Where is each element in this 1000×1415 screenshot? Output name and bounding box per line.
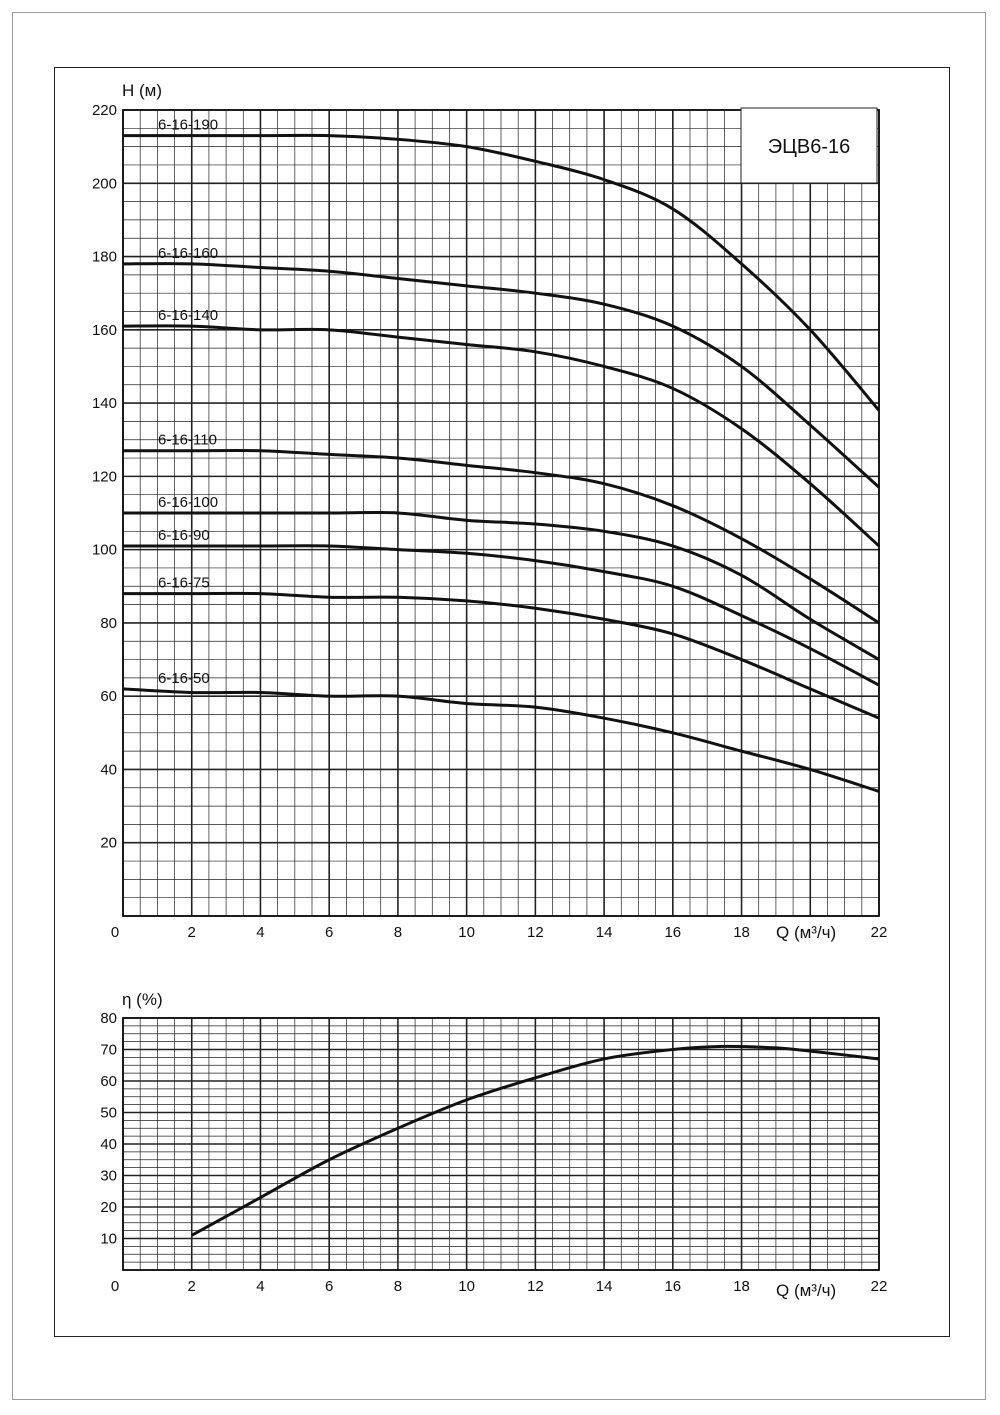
head-series-line — [122, 687, 880, 793]
head-y-tick-label: 220 — [92, 102, 117, 119]
efficiency-y-tick-label: 50 — [100, 1105, 117, 1122]
head-x-tick-label: 2 — [188, 924, 196, 941]
curve-label: 6-16-90 — [158, 527, 210, 544]
curve-label: 6-16-50 — [158, 670, 210, 687]
head-curves — [122, 133, 881, 793]
head-series-line — [123, 591, 880, 720]
head-y-tick-label: 200 — [92, 175, 117, 192]
efficiency-series-line — [191, 1044, 880, 1237]
head-y-tick-label: 20 — [100, 835, 117, 852]
curve-label: 6-16-100 — [158, 494, 218, 511]
efficiency-x-tick-label: 0 — [111, 1278, 119, 1295]
efficiency-y-tick-label: 60 — [100, 1073, 117, 1090]
head-y-tick-label: 180 — [92, 249, 117, 266]
head-x-tick-label: 16 — [664, 924, 681, 941]
head-series-line — [122, 448, 880, 625]
efficiency-y-tick-label: 80 — [100, 1010, 117, 1027]
head-x-tick-label: 10 — [458, 924, 475, 941]
efficiency-curve — [191, 1044, 880, 1237]
efficiency-x-tick-label: 2 — [188, 1278, 196, 1295]
curve-label: 6-16-110 — [158, 432, 217, 449]
head-x-ticks: 0 2 4 6 8 10 12 14 16 18 22 — [111, 924, 888, 941]
head-x-axis-title: Q (м³/ч) — [776, 923, 836, 942]
efficiency-chart: 10 20 30 40 50 60 70 80 0 2 4 6 8 10 12 14 16 18 22 η (%)… — [100, 990, 887, 1300]
page-border — [12, 12, 986, 1400]
efficiency-y-tick-label: 70 — [100, 1042, 117, 1059]
efficiency-x-tick-label: 12 — [527, 1278, 544, 1295]
efficiency-y-tick-label: 10 — [100, 1231, 117, 1248]
head-y-tick-label: 60 — [100, 688, 117, 705]
head-series-line — [122, 324, 881, 548]
efficiency-plot-border — [122, 1017, 880, 1271]
efficiency-x-tick-label: 4 — [256, 1278, 264, 1295]
head-y-tick-label: 160 — [92, 322, 117, 339]
efficiency-y-tick-label: 40 — [100, 1136, 117, 1153]
head-series-line — [123, 133, 881, 412]
head-y-tick-label: 40 — [100, 761, 117, 778]
chart-frame — [54, 67, 950, 1337]
head-y-ticks: 20 40 60 80 100 120 140 160 180 200 220 — [92, 102, 117, 852]
efficiency-x-tick-label: 14 — [596, 1278, 613, 1295]
curve-label: 6-16-190 — [158, 117, 218, 134]
efficiency-x-tick-label: 18 — [733, 1278, 750, 1295]
head-x-tick-label: 4 — [256, 924, 264, 941]
head-curve-labels: 6-16-190 6-16-160 6-16-140 6-16-110 6-16-100… — [158, 117, 218, 687]
head-x-tick-label: 12 — [527, 924, 544, 941]
head-y-tick-label: 120 — [92, 468, 117, 485]
head-x-tick-label: 14 — [596, 924, 613, 941]
head-y-tick-label: 140 — [92, 395, 117, 412]
head-x-tick-label: 8 — [394, 924, 402, 941]
head-x-tick-label: 0 — [111, 924, 119, 941]
efficiency-x-tick-label: 10 — [458, 1278, 475, 1295]
efficiency-x-axis-title: Q (м³/ч) — [776, 1281, 836, 1300]
head-y-tick-label: 80 — [100, 615, 117, 632]
efficiency-x-ticks: 0 2 4 6 8 10 12 14 16 18 22 — [111, 1278, 888, 1295]
efficiency-y-tick-label: 20 — [100, 1199, 117, 1216]
curve-label: 6-16-75 — [158, 575, 210, 592]
efficiency-x-tick-label: 6 — [325, 1278, 333, 1295]
head-y-axis-title: H (м) — [122, 81, 162, 100]
efficiency-y-ticks: 10 20 30 40 50 60 70 80 — [100, 1010, 117, 1248]
head-series-line — [123, 510, 880, 661]
efficiency-x-tick-label: 22 — [871, 1278, 888, 1295]
efficiency-y-tick-label: 30 — [100, 1168, 117, 1185]
efficiency-x-tick-label: 8 — [394, 1278, 402, 1295]
model-title: ЭЦВ6-16 — [768, 136, 851, 158]
curve-label: 6-16-140 — [158, 307, 218, 324]
efficiency-grid — [122, 1017, 880, 1271]
head-chart: 6-16-190 6-16-160 6-16-140 6-16-110 6-16-100… — [92, 81, 887, 942]
model-title-box — [740, 107, 878, 184]
head-series-line — [122, 262, 881, 489]
head-x-tick-label: 6 — [325, 924, 333, 941]
head-y-tick-label: 100 — [92, 542, 117, 559]
head-x-tick-label: 18 — [733, 924, 750, 941]
curve-label: 6-16-160 — [158, 245, 218, 262]
head-x-tick-label: 22 — [871, 924, 888, 941]
efficiency-x-tick-label: 16 — [664, 1278, 681, 1295]
head-series-line — [123, 544, 880, 687]
efficiency-y-axis-title: η (%) — [122, 990, 163, 1009]
